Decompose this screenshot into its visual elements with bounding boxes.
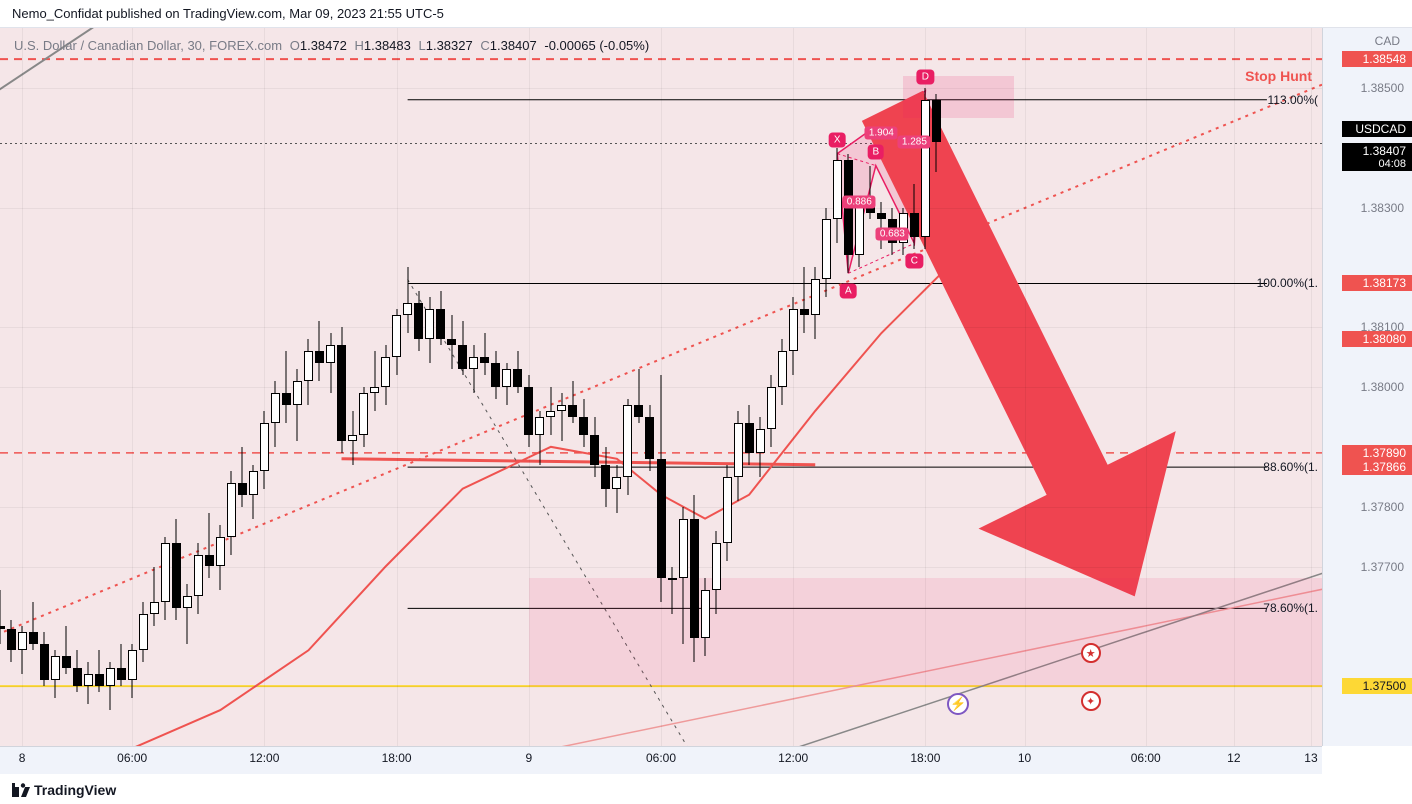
ohlc-h: 1.38483: [364, 38, 411, 53]
ohlc-o: 1.38472: [300, 38, 347, 53]
price-tag: 1.38080: [1342, 331, 1412, 347]
symbol-interval: 30: [187, 38, 201, 53]
tradingview-logo: TradingView: [12, 782, 116, 798]
x-tick: 18:00: [382, 751, 412, 765]
pattern-point-D: D: [917, 69, 934, 84]
y-tick: 1.38000: [1361, 380, 1404, 394]
y-tick: 1.38300: [1361, 201, 1404, 215]
flag-ca-icon[interactable]: ✦: [1081, 691, 1101, 711]
pattern-ratio: 1.904: [865, 126, 898, 139]
pattern-point-X: X: [829, 132, 846, 147]
y-tick: 1.37700: [1361, 560, 1404, 574]
chart-container: U.S. Dollar / Canadian Dollar, 30, FOREX…: [0, 28, 1412, 774]
fib-level-label: 78.60%(1.: [1263, 601, 1318, 615]
x-tick: 12:00: [249, 751, 279, 765]
x-tick: 06:00: [646, 751, 676, 765]
price-tag: USDCAD: [1342, 121, 1412, 137]
tv-logo-icon: [12, 783, 30, 797]
ohlc-change: -0.00065: [544, 38, 595, 53]
x-tick: 13: [1304, 751, 1317, 765]
x-tick: 8: [19, 751, 26, 765]
pattern-point-C: C: [906, 254, 923, 269]
x-tick: 12:00: [778, 751, 808, 765]
footer-text: TradingView: [34, 782, 116, 798]
x-tick: 06:00: [1131, 751, 1161, 765]
symbol-legend: U.S. Dollar / Canadian Dollar, 30, FOREX…: [14, 38, 649, 53]
pattern-ratio: 0.886: [843, 195, 876, 208]
y-tick: 1.37800: [1361, 500, 1404, 514]
ohlc-c: 1.38407: [490, 38, 537, 53]
pattern-ratio: 0.683: [876, 228, 909, 241]
y-tick: 1.38500: [1361, 81, 1404, 95]
y-axis-title: CAD: [1375, 34, 1400, 48]
x-tick: 12: [1227, 751, 1240, 765]
stop-hunt-label: Stop Hunt: [1245, 68, 1312, 84]
price-zone: [529, 578, 1322, 686]
ohlc-change-pct: (-0.05%): [599, 38, 649, 53]
pattern-point-B: B: [867, 144, 884, 159]
price-tag: 1.37866: [1342, 459, 1412, 475]
x-tick: 18:00: [910, 751, 940, 765]
fib-level-label: 100.00%(1.: [1257, 276, 1318, 290]
x-tick: 06:00: [117, 751, 147, 765]
x-tick: 10: [1018, 751, 1031, 765]
price-tag: 1.3840704:08: [1342, 143, 1412, 171]
flag-us-icon[interactable]: ★: [1081, 643, 1101, 663]
event-icon[interactable]: ⚡: [947, 693, 969, 715]
price-axis[interactable]: CAD 1.385001.383001.381001.380001.378001…: [1322, 28, 1412, 746]
ohlc-l: 1.38327: [426, 38, 473, 53]
symbol-source: FOREX.com: [209, 38, 282, 53]
x-tick: 9: [525, 751, 532, 765]
pattern-ratio: 1.285: [898, 135, 931, 148]
price-tag: 1.37500: [1342, 678, 1412, 694]
publish-info: Nemo_Confidat published on TradingView.c…: [12, 6, 444, 21]
price-tag: 1.38548: [1342, 51, 1412, 67]
fib-level-label: 113.00%(: [1268, 93, 1318, 107]
header-bar: Nemo_Confidat published on TradingView.c…: [0, 0, 1412, 28]
symbol-name: U.S. Dollar / Canadian Dollar: [14, 38, 180, 53]
chart-plot-area[interactable]: U.S. Dollar / Canadian Dollar, 30, FOREX…: [0, 28, 1322, 746]
fib-level-label: 88.60%(1.: [1263, 460, 1318, 474]
time-axis[interactable]: 8 06:00 12:00 18:00 9 06:00 12:00 18:00 10 06:00 1…: [0, 746, 1322, 774]
price-tag: 1.38173: [1342, 275, 1412, 291]
pattern-point-A: A: [840, 284, 857, 299]
